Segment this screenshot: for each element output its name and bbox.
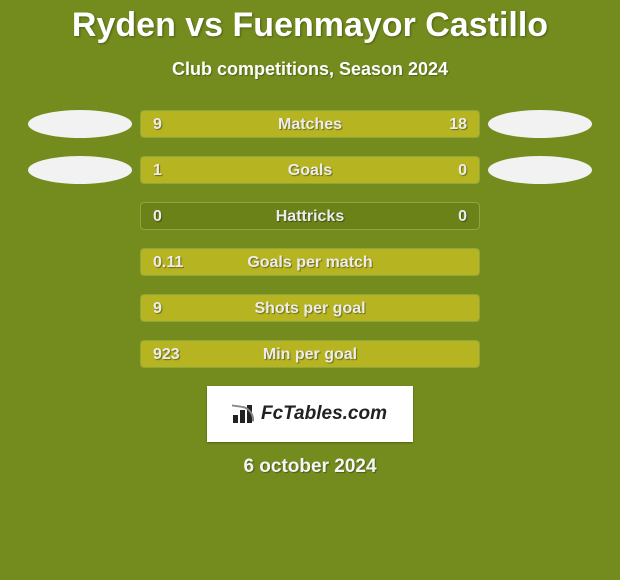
- metric-bar: 00Hattricks: [140, 202, 480, 230]
- comparison-card: Ryden vs Fuenmayor Castillo Club competi…: [0, 0, 620, 478]
- avatar-placeholder: [28, 110, 132, 138]
- avatar-placeholder: [28, 156, 132, 184]
- metric-row: 0.11Goals per match: [0, 248, 620, 276]
- metric-label: Shots per goal: [141, 295, 479, 322]
- subtitle: Club competitions, Season 2024: [0, 59, 620, 80]
- logo-text: FcTables.com: [261, 403, 387, 425]
- metric-label: Hattricks: [141, 203, 479, 230]
- left-avatar-slot: [20, 156, 140, 184]
- metric-row: 9Shots per goal: [0, 294, 620, 322]
- left-avatar-slot: [20, 110, 140, 138]
- logo-box: FcTables.com: [207, 386, 413, 442]
- right-avatar-slot: [480, 156, 600, 184]
- metric-row: 923Min per goal: [0, 340, 620, 368]
- logo-chart-icon: [233, 405, 255, 423]
- metric-bar: 918Matches: [140, 110, 480, 138]
- metric-row: 00Hattricks: [0, 202, 620, 230]
- metric-bar: 0.11Goals per match: [140, 248, 480, 276]
- metric-label: Matches: [141, 111, 479, 138]
- avatar-placeholder: [488, 156, 592, 184]
- metric-rows: 918Matches 10Goals 00Hattricks 0.11Goals pe…: [0, 110, 620, 368]
- metric-label: Goals per match: [141, 249, 479, 276]
- date: 6 october 2024: [0, 456, 620, 478]
- metric-row: 10Goals: [0, 156, 620, 184]
- metric-bar: 10Goals: [140, 156, 480, 184]
- metric-row: 918Matches: [0, 110, 620, 138]
- metric-label: Min per goal: [141, 341, 479, 368]
- metric-bar: 923Min per goal: [140, 340, 480, 368]
- right-avatar-slot: [480, 110, 600, 138]
- metric-label: Goals: [141, 157, 479, 184]
- avatar-placeholder: [488, 110, 592, 138]
- metric-bar: 9Shots per goal: [140, 294, 480, 322]
- page-title: Ryden vs Fuenmayor Castillo: [0, 6, 620, 45]
